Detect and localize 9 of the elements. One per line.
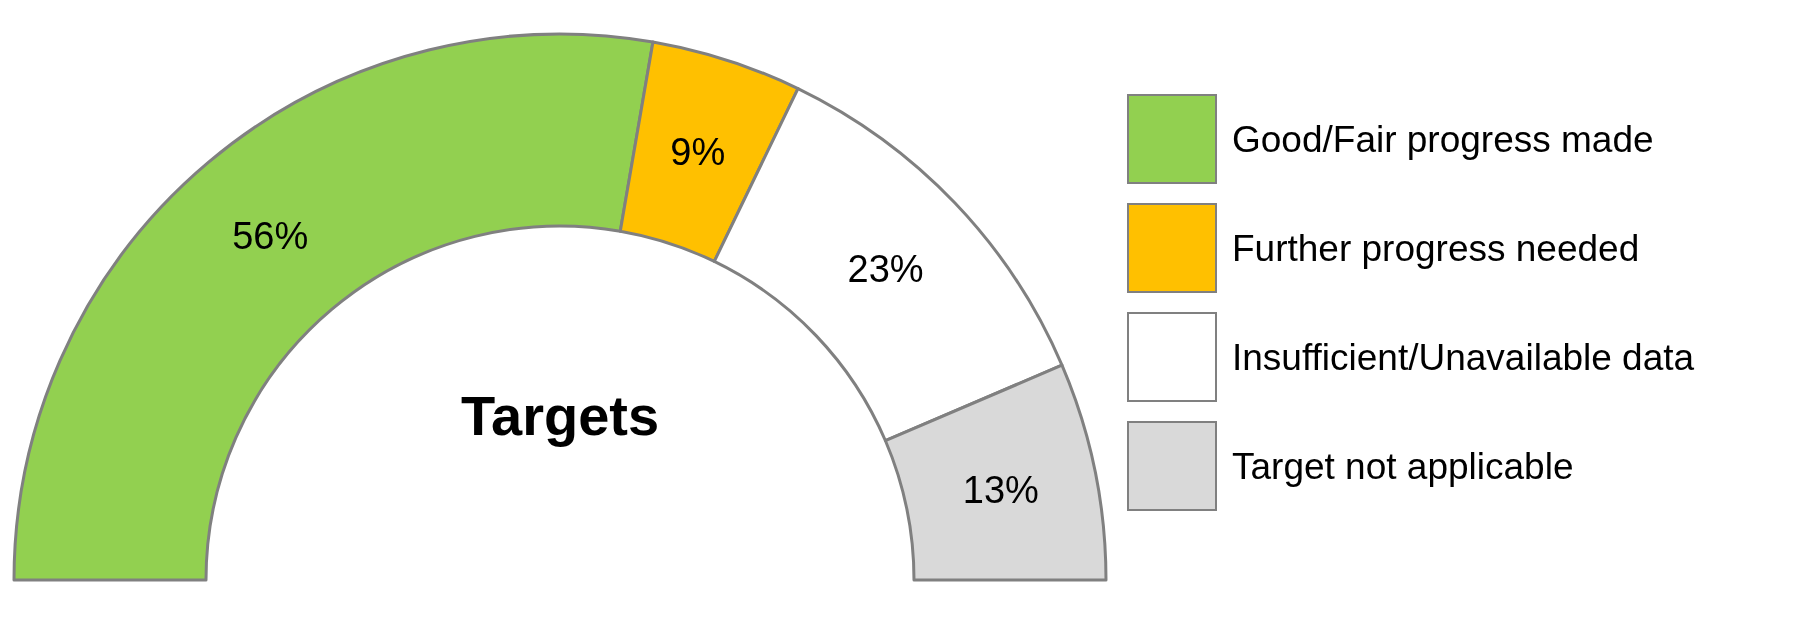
legend-label: Insufficient/Unavailable data — [1232, 336, 1695, 378]
data-label: 13% — [962, 468, 1039, 511]
text: Targets — [460, 383, 660, 447]
data-label: 23% — [847, 248, 924, 291]
legend-label: Further progress needed — [1232, 227, 1640, 269]
legend-label: Target not applicable — [1232, 445, 1574, 487]
data-label: 9% — [670, 130, 726, 173]
legend-label: Good/Fair progress made — [1232, 118, 1654, 160]
data-label: 56% — [232, 214, 309, 257]
